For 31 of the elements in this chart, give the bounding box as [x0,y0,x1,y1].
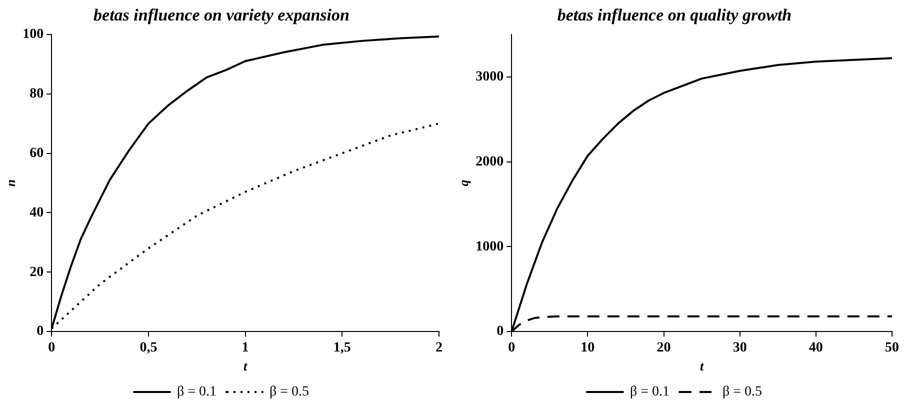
y-tick-label: 40 [30,205,44,220]
x-tick-label: 1 [242,340,249,356]
x-axis-title: t [243,358,248,374]
x-tick-label: 30 [732,340,747,356]
legend-label: β = 0.1 [630,384,670,400]
x-tick-label: 1,5 [333,340,351,356]
y-tick-label: 1000 [476,239,504,254]
x-tick-label: 0,5 [140,340,158,356]
y-tick-label: 0 [496,324,504,340]
x-tick-label: 2 [436,340,442,356]
chart-title: betas influence on quality growth [557,6,792,25]
y-tick-label: 2000 [476,154,504,170]
x-tick-label: 50 [885,340,899,356]
x-tick-label: 20 [656,340,671,356]
chart-title: betas influence on variety expansion [94,6,350,25]
x-tick-label: 0 [508,340,516,356]
y-tick-label: 80 [30,86,44,102]
y-tick-label: 0 [36,324,44,340]
y-tick-label: 3000 [476,69,504,84]
x-tick-label: 40 [808,340,823,356]
x-tick-label: 0 [48,340,56,356]
x-axis-title: t [700,358,704,374]
legend-label: β = 0.5 [722,384,762,400]
legend-label: β = 0.5 [270,384,310,400]
y-tick-label: 100 [22,27,44,42]
y-tick-label: 20 [30,264,44,280]
x-tick-label: 10 [580,340,595,356]
y-tick-label: 60 [30,146,44,161]
y-axis-title: q [456,179,472,186]
y-axis-title: n [3,179,18,187]
legend-label: β = 0.1 [176,384,217,400]
